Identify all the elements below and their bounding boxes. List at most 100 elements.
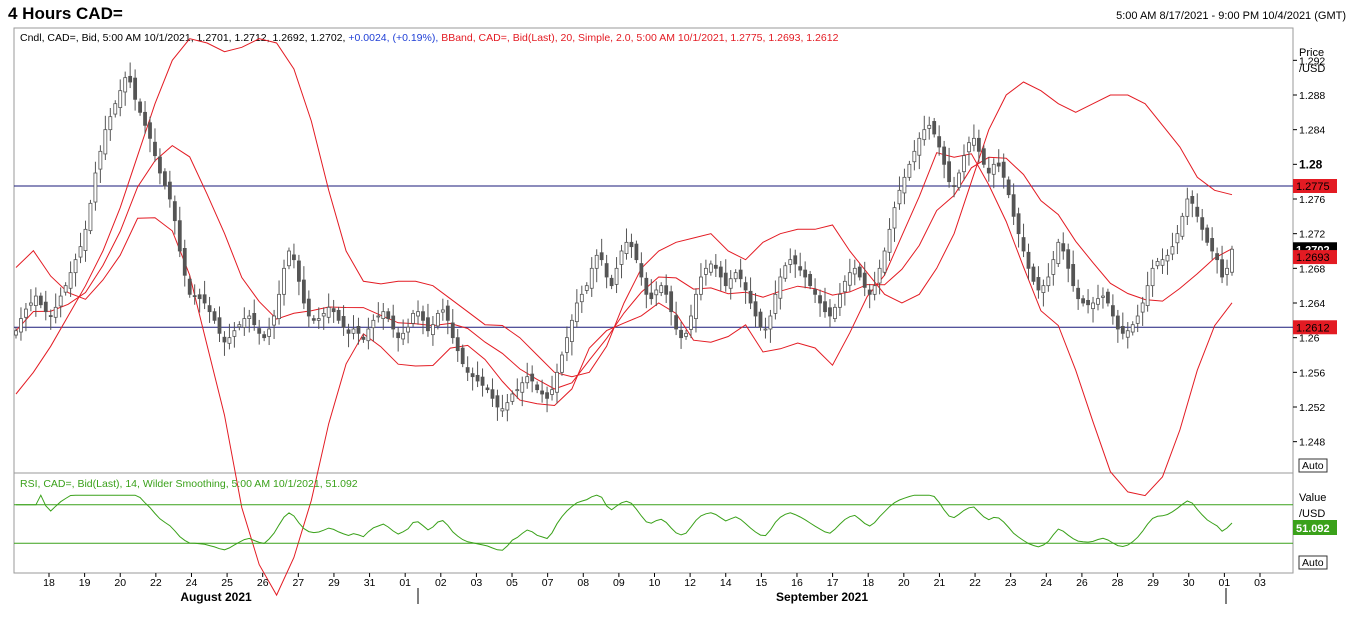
bband-lower bbox=[15, 152, 1233, 597]
candle-body bbox=[192, 295, 197, 298]
candle-body bbox=[1106, 291, 1110, 304]
candle-body bbox=[401, 332, 406, 340]
candle-body bbox=[98, 150, 103, 170]
candle-body bbox=[644, 277, 649, 295]
candle-body bbox=[793, 255, 798, 265]
candle-body bbox=[108, 116, 113, 131]
x-tick-label: 09 bbox=[613, 577, 625, 589]
candle-body bbox=[803, 269, 808, 278]
x-tick-label: 23 bbox=[1005, 577, 1017, 589]
candle-body bbox=[684, 332, 688, 337]
candle-body bbox=[515, 389, 520, 392]
candle-body bbox=[713, 264, 718, 269]
price-auto-button[interactable] bbox=[1298, 458, 1328, 473]
candle-body bbox=[778, 276, 783, 299]
candle-body bbox=[356, 325, 361, 334]
candle-body bbox=[455, 337, 460, 352]
candle-body bbox=[540, 390, 545, 395]
candle-body bbox=[48, 315, 53, 317]
x-tick-label: 02 bbox=[435, 577, 447, 589]
x-tick-label: 25 bbox=[221, 577, 233, 589]
candle-body bbox=[525, 376, 530, 384]
rsi-auto-label: Auto bbox=[1302, 557, 1324, 569]
candles bbox=[14, 62, 1234, 422]
rsi-line bbox=[14, 494, 1293, 551]
rsi-auto-button[interactable] bbox=[1298, 555, 1328, 570]
candle-body bbox=[465, 367, 470, 373]
candle-body bbox=[396, 332, 401, 339]
candle-body bbox=[743, 282, 748, 291]
candle-body bbox=[862, 272, 867, 288]
x-tick-label: 10 bbox=[649, 577, 661, 589]
x-tick-label: 31 bbox=[364, 577, 376, 589]
candle-body bbox=[902, 176, 907, 194]
candle-body bbox=[654, 289, 659, 296]
candle-body bbox=[808, 273, 813, 287]
candle-body bbox=[366, 328, 371, 342]
candle-body bbox=[500, 408, 505, 412]
price-axis-unit: /USD bbox=[1299, 63, 1325, 75]
candle-body bbox=[957, 172, 961, 188]
candle-body bbox=[103, 129, 108, 155]
x-tick-label: 27 bbox=[292, 577, 304, 589]
candle-body bbox=[1031, 266, 1036, 282]
candle-body bbox=[1160, 259, 1165, 266]
candle-body bbox=[912, 150, 917, 163]
x-tick-label: 08 bbox=[577, 577, 589, 589]
candle-body bbox=[1125, 330, 1130, 338]
candle-body bbox=[1175, 233, 1180, 244]
candle-body bbox=[440, 309, 445, 313]
candle-body bbox=[986, 167, 991, 174]
candle-body bbox=[1086, 299, 1090, 306]
candle-body bbox=[386, 311, 391, 319]
candle-body bbox=[703, 267, 708, 275]
candle-body bbox=[172, 201, 177, 222]
candle-body bbox=[1006, 179, 1011, 196]
candle-body bbox=[73, 259, 78, 274]
month-label-august: August 2021 bbox=[180, 590, 252, 604]
x-tick-label: 22 bbox=[969, 577, 981, 589]
bband-upper bbox=[15, 38, 1233, 395]
candle-body bbox=[63, 285, 68, 293]
candle-body bbox=[1016, 213, 1021, 235]
price-label: 1.2693 bbox=[1296, 252, 1330, 264]
x-tick-label: 22 bbox=[150, 577, 162, 589]
price-label-box bbox=[1293, 179, 1337, 193]
candle-body bbox=[480, 376, 485, 386]
candle-body bbox=[1190, 195, 1195, 204]
y-tick-label: 1.292 bbox=[1299, 55, 1325, 67]
candle-body bbox=[88, 202, 93, 232]
candle-body bbox=[733, 272, 738, 280]
candle-body bbox=[490, 389, 495, 399]
x-tick-label: 07 bbox=[542, 577, 554, 589]
candle-body bbox=[674, 315, 679, 330]
candle-body bbox=[569, 319, 574, 342]
candle-body bbox=[242, 318, 247, 328]
x-tick-label: 21 bbox=[934, 577, 946, 589]
x-tick-label: 03 bbox=[1254, 577, 1266, 589]
price-label-box bbox=[1293, 250, 1337, 265]
y-tick-label: 1.276 bbox=[1299, 194, 1325, 206]
candle-body bbox=[113, 103, 118, 115]
candle-body bbox=[83, 228, 88, 251]
y-tick-label: 1.288 bbox=[1299, 90, 1325, 102]
candle-body bbox=[669, 291, 674, 313]
candle-body bbox=[1066, 249, 1071, 269]
candle-body bbox=[1091, 302, 1095, 310]
candle-body bbox=[535, 384, 540, 391]
candle-body bbox=[584, 285, 589, 291]
candle-body bbox=[1150, 267, 1155, 287]
x-tick-label: 18 bbox=[862, 577, 874, 589]
candle-body bbox=[257, 328, 262, 334]
candle-body bbox=[1081, 298, 1086, 304]
bband-legend: BBand, CAD=, Bid(Last), 20, Simple, 2.0,… bbox=[438, 32, 838, 44]
candle-body bbox=[376, 315, 381, 318]
candle-body bbox=[1101, 295, 1105, 298]
candle-body bbox=[1185, 198, 1190, 217]
date-range: 5:00 AM 8/17/2021 - 9:00 PM 10/4/2021 (G… bbox=[1116, 10, 1346, 22]
candle-body bbox=[550, 389, 554, 395]
candle-body bbox=[19, 318, 23, 333]
candle-body bbox=[872, 285, 877, 295]
x-tick-label: 28 bbox=[1112, 577, 1124, 589]
